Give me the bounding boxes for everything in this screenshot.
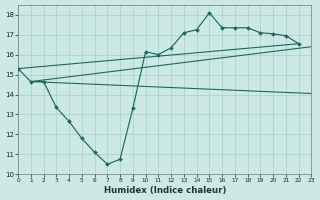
X-axis label: Humidex (Indice chaleur): Humidex (Indice chaleur) — [104, 186, 226, 195]
